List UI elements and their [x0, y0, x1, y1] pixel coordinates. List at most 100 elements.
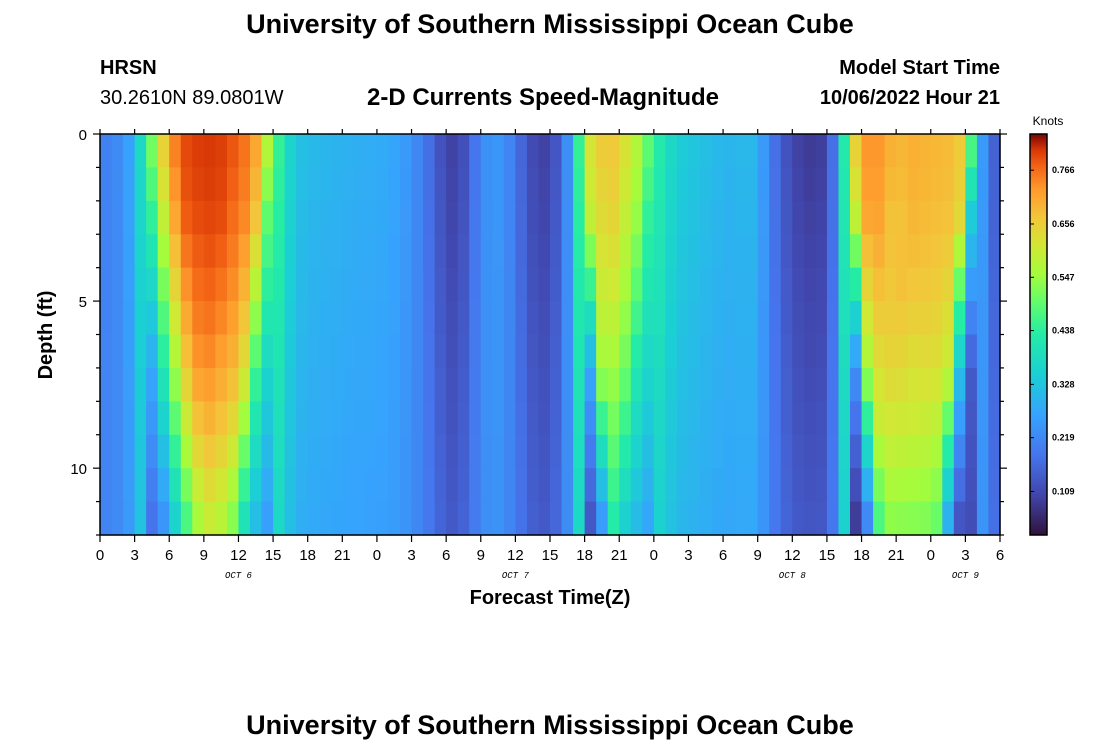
heatmap-cell — [192, 234, 205, 269]
heatmap-cell — [365, 367, 378, 402]
heatmap-cell — [861, 267, 874, 302]
heatmap-cell — [965, 267, 978, 302]
heatmap-cell — [757, 434, 770, 469]
heatmap-cell — [688, 134, 701, 169]
heatmap-cell — [757, 200, 770, 235]
heatmap-cell — [111, 267, 124, 302]
heatmap-cell — [826, 367, 840, 402]
heatmap-cell — [469, 134, 482, 169]
heatmap-cell — [146, 434, 159, 469]
heatmap-cell — [676, 401, 690, 436]
heatmap-cell — [134, 167, 147, 202]
heatmap-cell — [630, 434, 643, 469]
heatmap-cell — [942, 200, 955, 235]
heatmap-cell — [238, 468, 251, 503]
heatmap-cell — [942, 501, 955, 536]
heatmap-cell — [757, 334, 770, 369]
heatmap-cell — [261, 401, 274, 436]
heatmap-cell — [538, 167, 551, 202]
heatmap-cell — [596, 200, 609, 235]
heatmap-cell — [192, 167, 205, 202]
heatmap-cell — [803, 234, 816, 269]
heatmap-cell — [365, 501, 378, 536]
heatmap-cell — [319, 234, 332, 269]
x-tick-label: 12 — [230, 547, 247, 564]
x-axis: 0 3 6 9 12 15 18 21 0 3 6 9 12 15 18 21 0 3 6 9 12 15 18 21 0 3 6 O… — [96, 129, 1004, 581]
heatmap-cell — [411, 401, 424, 436]
model-start-time: 10/06/2022 Hour 21 — [819, 87, 1000, 109]
heatmap-cell — [226, 401, 240, 436]
x-tick-label: 6 — [996, 547, 1004, 564]
heatmap-cell — [330, 434, 343, 469]
heatmap-cell — [780, 334, 793, 369]
heatmap-cell — [965, 134, 978, 169]
heatmap-cell — [100, 334, 113, 369]
heatmap-cell — [319, 167, 332, 202]
heatmap-cell — [296, 334, 309, 369]
heatmap-cell — [480, 501, 493, 536]
x-tick-label: 3 — [684, 547, 692, 564]
heatmap-cell — [746, 334, 759, 369]
heatmap-cell — [400, 367, 413, 402]
heatmap-cell — [376, 200, 390, 235]
heatmap-cell — [630, 367, 643, 402]
heatmap-cell — [446, 468, 459, 503]
heatmap-cell — [411, 301, 424, 336]
heatmap-cell — [203, 434, 216, 469]
heatmap-cell — [711, 367, 724, 402]
heatmap-cell — [238, 401, 251, 436]
heatmap-cell — [619, 334, 632, 369]
x-tick-label: 15 — [819, 547, 836, 564]
heatmap-cell — [376, 301, 390, 336]
heatmap-cell — [388, 434, 401, 469]
heatmap-cell — [850, 367, 863, 402]
heatmap-cell — [273, 301, 286, 336]
heatmap-cell — [388, 267, 401, 302]
colorbar-tick-label: 0.438 — [1052, 326, 1075, 336]
heatmap-cell — [538, 134, 551, 169]
heatmap-cell — [503, 401, 516, 436]
colorbar-tick-label: 0.656 — [1052, 219, 1075, 229]
heatmap-cell — [676, 134, 690, 169]
heatmap-cell — [550, 134, 563, 169]
heatmap-cell — [746, 167, 759, 202]
x-tick-label: 15 — [265, 547, 282, 564]
x-tick-label: 3 — [407, 547, 415, 564]
heatmap-cell — [700, 468, 713, 503]
heatmap-cell — [642, 367, 655, 402]
heatmap-cell — [734, 134, 747, 169]
heatmap-cell — [930, 334, 943, 369]
heatmap-cell — [653, 234, 666, 269]
heatmap-cell — [850, 301, 863, 336]
heatmap-cell — [965, 234, 978, 269]
heatmap-cell — [884, 167, 897, 202]
heatmap-cell — [573, 234, 586, 269]
heatmap-cell — [942, 301, 955, 336]
heatmap-cell — [584, 367, 597, 402]
heatmap-cell — [296, 267, 309, 302]
heatmap-cell — [180, 434, 193, 469]
heatmap-cell — [665, 301, 678, 336]
heatmap-cell — [596, 134, 609, 169]
heatmap-cell — [434, 234, 447, 269]
heatmap-cell — [526, 200, 540, 235]
heatmap-cell — [307, 301, 320, 336]
heatmap-cell — [780, 468, 793, 503]
heatmap-cell — [457, 401, 470, 436]
x-tick-label: 6 — [719, 547, 727, 564]
heatmap-cell — [873, 401, 886, 436]
heatmap-cell — [976, 200, 990, 235]
heatmap-cell — [215, 434, 228, 469]
heatmap-cell — [630, 334, 643, 369]
heatmap-cell — [769, 501, 782, 536]
heatmap-cell — [734, 167, 747, 202]
heatmap-cell — [180, 468, 193, 503]
heatmap-cell — [550, 434, 563, 469]
heatmap-cell — [942, 334, 955, 369]
heatmap-cell — [261, 267, 274, 302]
heatmap-cell — [792, 200, 805, 235]
heatmap-cell — [492, 367, 505, 402]
heatmap-cell — [296, 468, 309, 503]
heatmap-cell — [826, 267, 840, 302]
heatmap-cell — [330, 334, 343, 369]
